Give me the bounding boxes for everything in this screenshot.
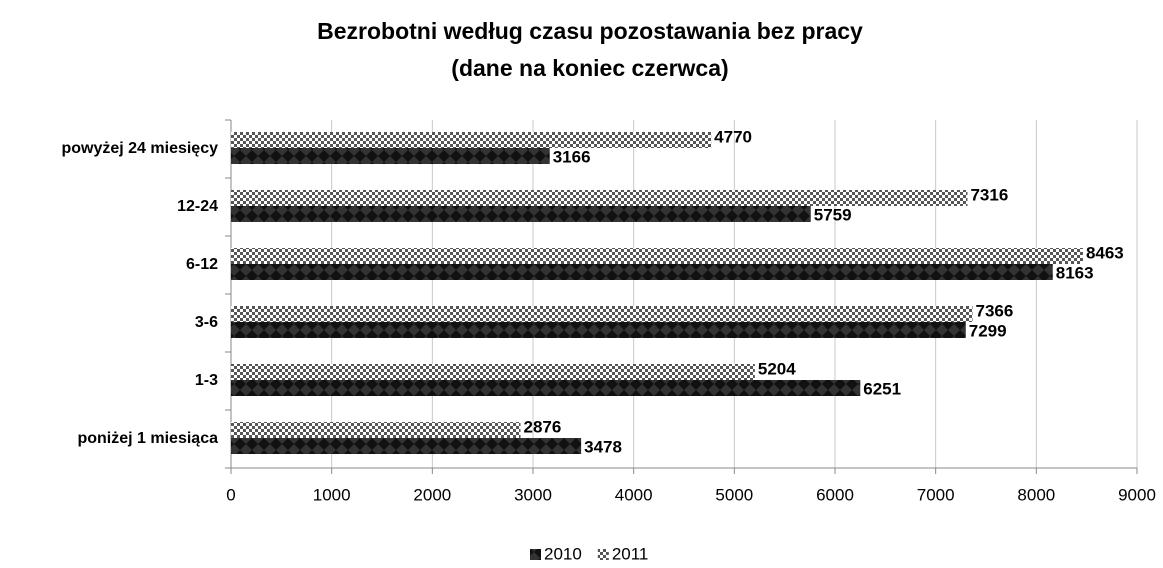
legend-label: 2011 [612, 544, 649, 563]
bar [231, 422, 521, 438]
y-tick-label: 12-24 [177, 198, 218, 215]
data-label: 8163 [1056, 263, 1094, 282]
data-label: 5759 [814, 205, 852, 224]
x-tick-label: 0 [226, 485, 235, 504]
x-tick-label: 8000 [1017, 485, 1055, 504]
bar [231, 306, 973, 322]
data-label: 3478 [584, 437, 622, 456]
x-tick-label: 9000 [1118, 485, 1156, 504]
bar [231, 148, 550, 164]
y-tick-label: powyżej 24 miesięcy [61, 140, 218, 157]
x-tick-label: 2000 [413, 485, 451, 504]
data-label: 5204 [758, 359, 796, 378]
x-tick-label: 3000 [514, 485, 552, 504]
bar [231, 264, 1053, 280]
bar [231, 206, 811, 222]
chart-title: Bezrobotni według czasu pozostawania bez… [317, 18, 863, 44]
x-tick-label: 7000 [917, 485, 955, 504]
bar [231, 364, 755, 380]
bar [231, 132, 712, 148]
legend-label: 2010 [544, 544, 582, 563]
data-label: 7316 [970, 185, 1008, 204]
legend-swatch [530, 549, 541, 560]
x-tick-label: 1000 [313, 485, 351, 504]
bar [231, 248, 1083, 264]
chart-subtitle: (dane na koniec czerwca) [451, 55, 728, 81]
bar [231, 190, 968, 206]
y-tick-label: poniżej 1 miesiąca [77, 430, 218, 447]
data-label: 7366 [976, 301, 1014, 320]
data-label: 7299 [969, 321, 1007, 340]
x-tick-label: 5000 [715, 485, 753, 504]
bar [231, 380, 861, 396]
y-tick-label: 1-3 [195, 372, 218, 389]
bar [231, 322, 966, 338]
data-label: 8463 [1086, 243, 1124, 262]
data-label: 3166 [553, 147, 591, 166]
data-label: 2876 [524, 417, 562, 436]
x-tick-label: 4000 [615, 485, 653, 504]
x-tick-label: 6000 [816, 485, 854, 504]
legend-swatch [597, 549, 609, 560]
bar [231, 438, 582, 454]
data-label: 6251 [863, 379, 901, 398]
y-tick-label: 3-6 [195, 314, 218, 331]
y-tick-label: 6-12 [186, 256, 218, 273]
data-label: 4770 [714, 127, 752, 146]
